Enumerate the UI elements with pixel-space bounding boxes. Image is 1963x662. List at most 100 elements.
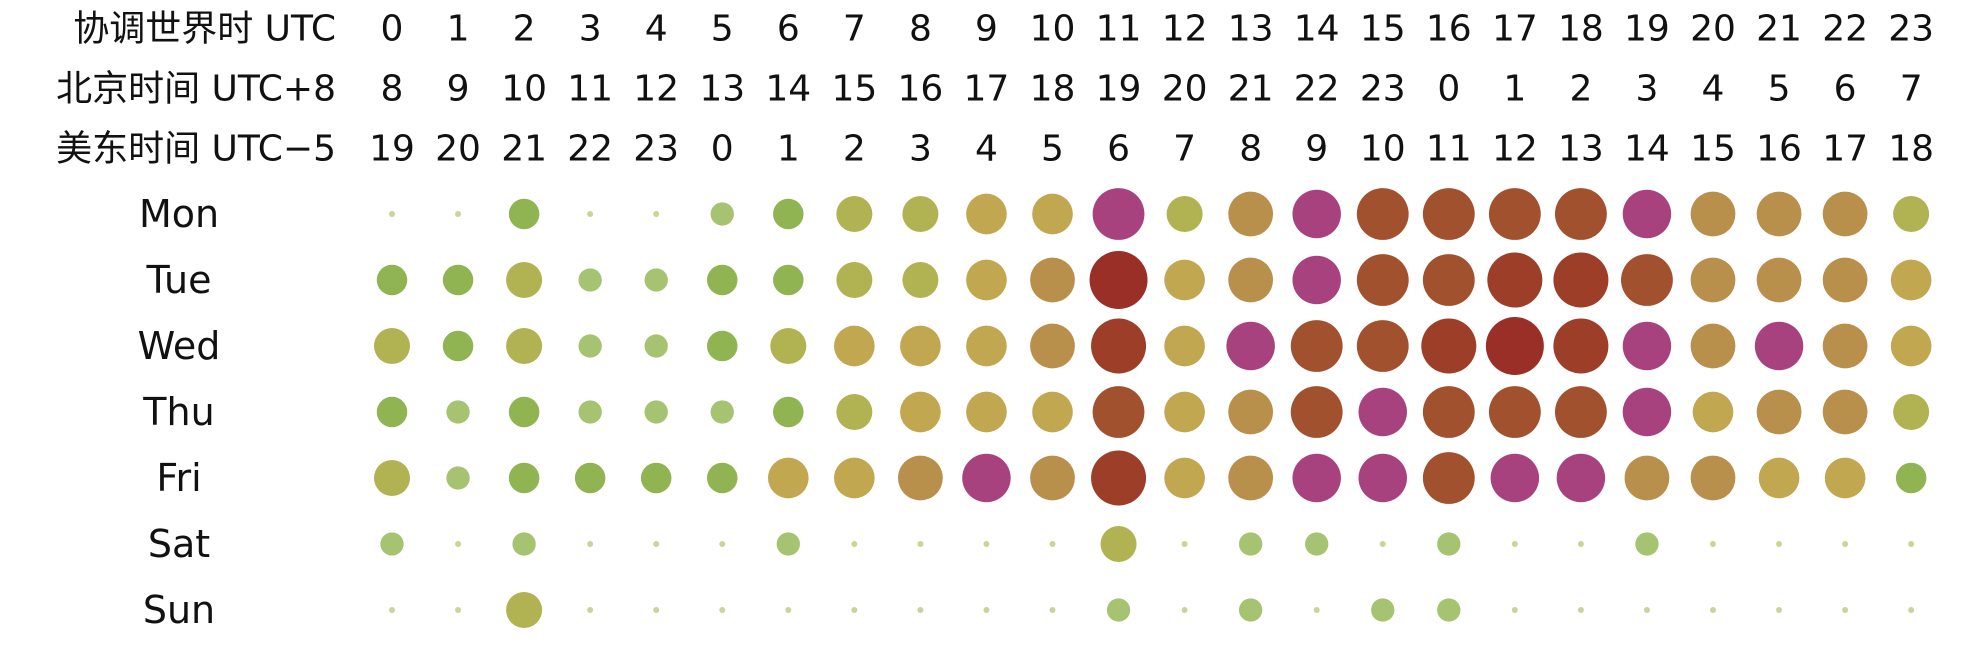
punch-bubble bbox=[1635, 532, 1659, 556]
punch-bubble bbox=[1437, 598, 1461, 622]
punch-bubble bbox=[710, 400, 734, 424]
hour-tick-label: 17 bbox=[964, 69, 1010, 110]
punch-bubble bbox=[1554, 386, 1607, 438]
day-label: Tue bbox=[146, 258, 212, 302]
punch-bubble bbox=[640, 462, 672, 494]
hour-tick-label: 14 bbox=[1294, 9, 1340, 50]
hour-tick-label: 10 bbox=[1360, 129, 1406, 170]
hour-tick-label: 22 bbox=[1294, 69, 1340, 110]
punch-bubble bbox=[1842, 607, 1849, 613]
punch-bubble bbox=[1490, 453, 1540, 503]
punch-bubble bbox=[1690, 455, 1736, 501]
hour-tick-label: 8 bbox=[381, 69, 404, 110]
punch-bubble bbox=[376, 396, 408, 428]
punch-bubble bbox=[1092, 188, 1145, 240]
punch-bubble bbox=[1292, 453, 1341, 503]
punch-bubble bbox=[1422, 386, 1475, 438]
hour-tick-label: 16 bbox=[897, 69, 943, 110]
hour-tick-label: 20 bbox=[1690, 9, 1736, 50]
punch-bubble bbox=[836, 393, 873, 431]
punch-bubble bbox=[506, 327, 543, 365]
hour-tick-label: 13 bbox=[1558, 129, 1604, 170]
punch-bubble bbox=[1754, 321, 1804, 371]
hour-tick-label: 21 bbox=[501, 129, 547, 170]
hour-tick-label: 15 bbox=[1360, 9, 1406, 50]
punch-bubble bbox=[1690, 323, 1736, 369]
timezone-label: 协调世界时 UTC bbox=[73, 9, 336, 50]
punch-bubble bbox=[1822, 323, 1868, 369]
hour-tick-label: 13 bbox=[699, 69, 745, 110]
punch-bubble bbox=[389, 607, 395, 613]
punch-bubble bbox=[1488, 188, 1541, 240]
punch-bubble bbox=[1690, 257, 1736, 303]
punch-bubble bbox=[1824, 457, 1866, 499]
punch-bubble bbox=[834, 325, 875, 367]
timezone-label: 北京时间 UTC+8 bbox=[56, 69, 336, 110]
hour-tick-label: 21 bbox=[1756, 9, 1802, 50]
punch-bubble bbox=[1553, 318, 1609, 374]
punch-bubble bbox=[1371, 598, 1395, 622]
punch-bubble bbox=[587, 607, 594, 613]
punch-bubble bbox=[1030, 323, 1075, 369]
punch-bubble bbox=[1290, 320, 1343, 372]
punch-bubble bbox=[380, 532, 404, 556]
punch-bubble bbox=[508, 198, 540, 230]
punch-bubble bbox=[1313, 607, 1320, 613]
punch-bubble bbox=[508, 396, 540, 428]
punch-bubble bbox=[1228, 257, 1274, 303]
punch-bubble bbox=[1089, 251, 1148, 309]
punch-bubble bbox=[1643, 607, 1650, 613]
punch-bubble bbox=[1758, 457, 1800, 499]
punch-bubble bbox=[706, 264, 738, 296]
punch-bubble bbox=[644, 334, 668, 358]
punch-bubble bbox=[1030, 257, 1075, 303]
punch-bubble bbox=[1488, 386, 1541, 438]
punch-bubble bbox=[1511, 607, 1518, 613]
punch-bubble bbox=[1092, 386, 1145, 438]
timezone-label: 美东时间 UTC−5 bbox=[56, 129, 336, 170]
hour-tick-label: 15 bbox=[1690, 129, 1736, 170]
punch-bubble bbox=[710, 202, 734, 226]
punch-bubble bbox=[773, 198, 804, 230]
hour-tick-label: 11 bbox=[1426, 129, 1472, 170]
punch-bubble bbox=[1228, 191, 1274, 237]
punch-bubble bbox=[1577, 607, 1584, 613]
day-label: Mon bbox=[139, 192, 219, 236]
hour-tick-label: 1 bbox=[447, 9, 470, 50]
punch-bubble bbox=[1422, 452, 1475, 504]
punch-bubble bbox=[1032, 193, 1073, 235]
hour-tick-label: 4 bbox=[645, 9, 668, 50]
punch-bubble bbox=[836, 195, 873, 233]
punch-bubble bbox=[1822, 257, 1868, 303]
punch-bubble bbox=[719, 541, 726, 547]
punch-bubble bbox=[900, 325, 941, 367]
hour-tick-label: 4 bbox=[975, 129, 998, 170]
punch-bubble bbox=[376, 264, 408, 296]
punch-bubble bbox=[1091, 450, 1147, 506]
punch-bubble bbox=[1356, 254, 1409, 306]
punch-bubble bbox=[1890, 259, 1932, 301]
punch-bubble bbox=[1622, 387, 1672, 437]
hour-tick-label: 4 bbox=[1702, 69, 1725, 110]
punch-bubble bbox=[836, 261, 873, 299]
punch-bubble bbox=[512, 532, 536, 556]
punch-bubble bbox=[706, 330, 738, 362]
hour-tick-label: 20 bbox=[1162, 69, 1208, 110]
punch-bubble bbox=[1422, 188, 1475, 240]
punch-bubble bbox=[1622, 321, 1672, 371]
punch-bubble bbox=[446, 466, 470, 490]
punch-bubble bbox=[1893, 393, 1930, 431]
punch-bubble bbox=[644, 268, 668, 292]
hour-tick-label: 2 bbox=[843, 129, 866, 170]
hour-tick-label: 16 bbox=[1426, 9, 1472, 50]
punch-bubble bbox=[900, 391, 941, 433]
hour-tick-label: 14 bbox=[1624, 129, 1670, 170]
punch-bubble bbox=[851, 541, 858, 547]
punch-bubble bbox=[1487, 252, 1543, 308]
hour-tick-label: 10 bbox=[501, 69, 547, 110]
punch-bubble bbox=[1292, 189, 1341, 239]
punch-bubble bbox=[1842, 541, 1849, 547]
hour-tick-label: 6 bbox=[777, 9, 800, 50]
hour-tick-label: 5 bbox=[711, 9, 734, 50]
